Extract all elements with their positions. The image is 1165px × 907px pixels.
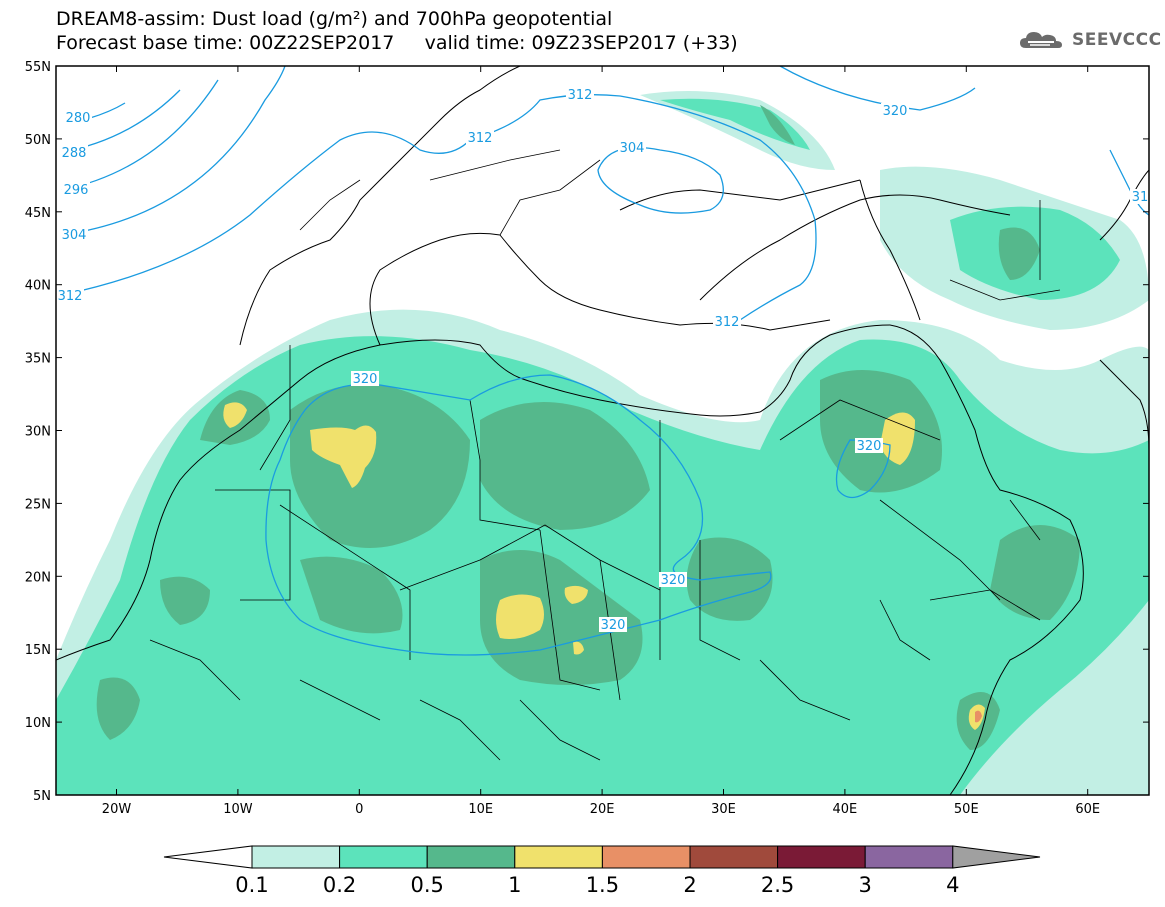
contour-label-bg	[60, 145, 88, 160]
contour-label-bg	[64, 110, 92, 125]
lon-label: 60E	[1075, 802, 1100, 817]
contour-label-bg	[713, 314, 741, 329]
contour-labels: 280 288 296 304 312 312 312 304 320 31 312 320 320 32…	[56, 87, 1150, 633]
contour-label: 280	[66, 111, 91, 126]
contour-label: 320	[883, 104, 908, 119]
contour-label: 296	[64, 183, 89, 198]
colorbar-label: 0.5	[410, 873, 443, 897]
map-plot-area	[56, 66, 1149, 795]
colorbar-swatch	[251, 845, 341, 869]
lon-label: 20W	[102, 802, 132, 817]
contour-label: 312	[715, 315, 740, 330]
contour-label-bg	[618, 140, 646, 155]
longitude-axis: 20W 10W 0 10E 20E 30E 40E 50E 60E	[102, 66, 1100, 817]
colorbar-label: 4	[946, 873, 959, 897]
contour-label-bg	[62, 182, 90, 197]
contour-label-bg	[1130, 189, 1150, 204]
dust-layer-1	[223, 402, 985, 730]
contour-label-bg	[351, 371, 379, 386]
lon-label: 50E	[954, 802, 979, 817]
colorbar-label: 3	[859, 873, 872, 897]
contour-label-bg	[659, 572, 687, 587]
contour-label-bg	[855, 438, 883, 453]
lon-label: 10E	[468, 802, 493, 817]
colorbar: 0.1 0.2 0.5 1 1.5 2 2.5 3 4	[163, 845, 1041, 897]
lon-label: 40E	[833, 802, 858, 817]
contour-label-bg	[56, 288, 84, 303]
lat-label: 10N	[25, 716, 51, 731]
map-subtitle: Forecast base time: 00Z22SEP2017 valid t…	[56, 32, 738, 54]
contour-label: 320	[601, 618, 626, 633]
colorbar-swatch	[777, 845, 866, 869]
contour-label: 312	[58, 289, 83, 304]
coastlines	[56, 66, 1149, 795]
contour-label: 320	[857, 439, 882, 454]
lat-label: 50N	[25, 133, 51, 148]
lat-label: 40N	[25, 279, 51, 294]
colorbar-label: 2	[683, 873, 696, 897]
latitude-axis: 55N 50N 45N 40N 35N 30N 25N 20N 15N 10N 5N	[25, 60, 1149, 804]
lat-label: 45N	[25, 206, 51, 221]
lon-label: 30E	[711, 802, 736, 817]
contour-label: 312	[468, 131, 493, 146]
colorbar-swatch	[864, 845, 954, 869]
contour-label-bg	[881, 103, 909, 118]
contour-label-bg	[60, 227, 88, 242]
lat-label: 35N	[25, 352, 51, 367]
colorbar-label: 1.5	[586, 873, 619, 897]
contour-label: 320	[353, 372, 378, 387]
lon-label: 0	[355, 802, 363, 817]
contour-label: 312	[568, 88, 593, 103]
contour-label: 304	[62, 228, 87, 243]
cloud-icon	[1020, 32, 1062, 48]
lat-label: 55N	[25, 60, 51, 75]
dust-layer-1.5	[975, 710, 982, 723]
seevccc-logo: SEEVCCC	[1018, 28, 1162, 52]
contour-label: 304	[620, 141, 645, 156]
lat-label: 15N	[25, 643, 51, 658]
lat-label: 25N	[25, 497, 51, 512]
colorbar-swatch	[689, 845, 779, 869]
contour-label: 31	[1132, 190, 1149, 205]
colorbar-label: 2.5	[761, 873, 794, 897]
contour-label: 320	[661, 573, 686, 588]
colorbar-over-triangle	[952, 845, 1041, 869]
colorbar-swatch	[514, 845, 603, 869]
colorbar-swatch	[339, 845, 428, 869]
logo-text: SEEVCCC	[1072, 30, 1162, 50]
contour-label-bg	[599, 617, 627, 632]
lat-label: 5N	[33, 789, 51, 804]
contour-label-bg	[566, 87, 594, 102]
map-title: DREAM8-assim: Dust load (g/m²) and 700hP…	[56, 8, 613, 30]
contour-label-bg	[466, 130, 494, 145]
lat-label: 30N	[25, 425, 51, 440]
colorbar-swatch	[426, 845, 516, 869]
lon-label: 20E	[590, 802, 615, 817]
lon-label: 10W	[223, 802, 253, 817]
colorbar-label: 0.2	[323, 873, 356, 897]
dust-layer-0.5	[96, 105, 1080, 750]
country-borders	[149, 149, 1061, 761]
colorbar-under-triangle	[163, 845, 253, 869]
lat-label: 20N	[25, 570, 51, 585]
colorbar-swatch	[601, 845, 691, 869]
colorbar-label: 0.1	[235, 873, 268, 897]
colorbar-label: 1	[508, 873, 521, 897]
contour-label: 288	[62, 146, 87, 161]
